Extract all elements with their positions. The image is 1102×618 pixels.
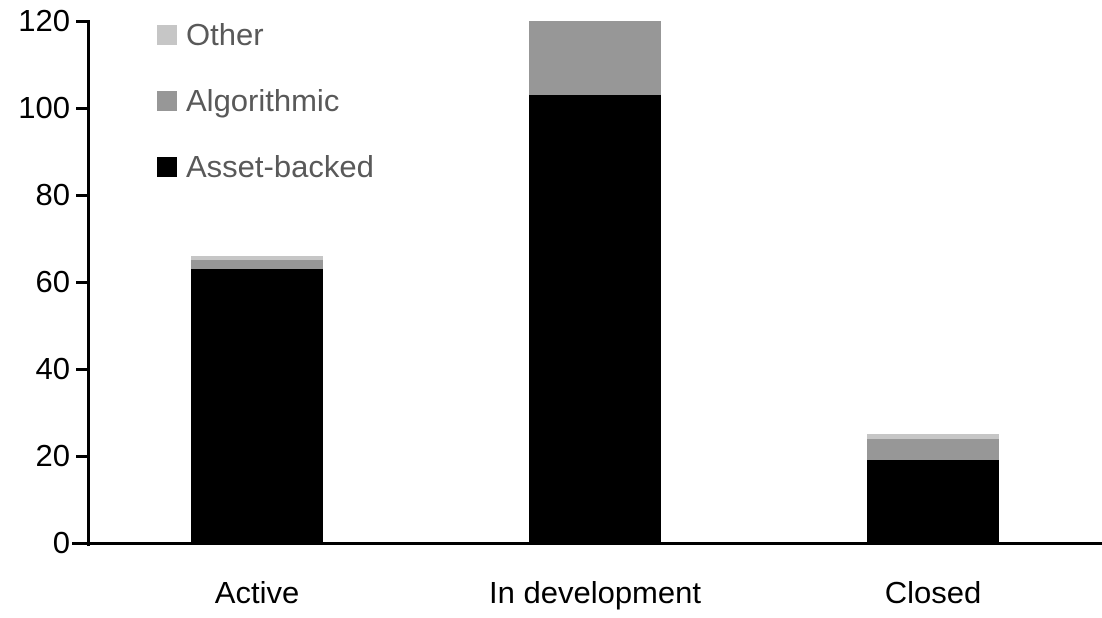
- y-tick-mark: [76, 107, 87, 110]
- bar-segment-active-algorithmic: [191, 260, 323, 269]
- bar-segment-in-development-asset-backed: [529, 94, 661, 543]
- legend-label-other: Other: [186, 16, 264, 52]
- legend-label-algorithmic: Algorithmic: [186, 82, 340, 118]
- y-tick-label: 40: [35, 351, 70, 386]
- y-tick-mark: [76, 194, 87, 197]
- legend-item-algorithmic: Algorithmic: [157, 80, 374, 121]
- y-tick-mark: [76, 281, 87, 284]
- y-tick-label: 0: [52, 525, 70, 560]
- x-axis-label-active: Active: [214, 575, 300, 610]
- y-tick-mark: [76, 20, 87, 23]
- y-tick-label: 20: [35, 438, 70, 473]
- legend-item-asset-backed: Asset-backed: [157, 146, 374, 187]
- legend-swatch-asset-backed: [157, 156, 177, 177]
- bar-segment-active-other: [191, 255, 323, 261]
- chart-legend: Other Algorithmic Asset-backed: [157, 14, 374, 212]
- legend-item-other: Other: [157, 14, 374, 55]
- bar-segment-closed-algorithmic: [867, 438, 999, 461]
- legend-swatch-other: [157, 24, 177, 45]
- x-axis-line: [72, 542, 1102, 545]
- bar-segment-closed-asset-backed: [867, 460, 999, 543]
- x-axis-label-closed: Closed: [884, 575, 982, 610]
- legend-label-asset-backed: Asset-backed: [186, 148, 374, 184]
- y-tick-label: 60: [35, 264, 70, 299]
- legend-swatch-algorithmic: [157, 90, 177, 111]
- y-axis-line: [87, 20, 90, 546]
- y-tick-label: 80: [35, 177, 70, 212]
- bar-segment-in-development-algorithmic: [529, 21, 661, 95]
- bar-segment-closed-other: [867, 434, 999, 439]
- bar-segment-active-asset-backed: [191, 268, 323, 543]
- x-axis-label-in-development: In development: [489, 575, 701, 610]
- y-tick-label: 120: [18, 3, 70, 38]
- y-tick-mark: [76, 368, 87, 371]
- y-tick-mark: [76, 455, 87, 458]
- y-tick-label: 100: [18, 90, 70, 125]
- y-tick-mark: [76, 542, 87, 545]
